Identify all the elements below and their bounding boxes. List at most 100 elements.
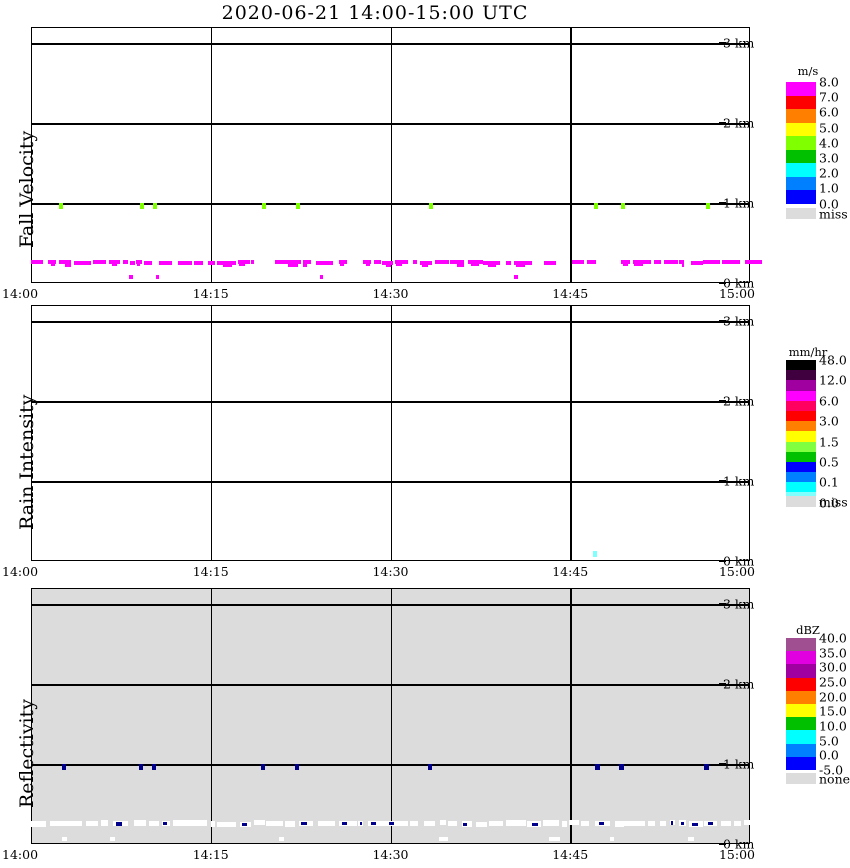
data-mark-fall-velocity-upper — [295, 202, 301, 209]
data-mark-reflectivity-band — [475, 821, 487, 827]
colorbar-tick-label: -5.0 — [819, 762, 844, 778]
x-tick-label: 14:15 — [192, 847, 229, 862]
x-tick-label: 15:00 — [718, 286, 755, 301]
gridline-vertical — [210, 588, 213, 844]
colorbar-band — [786, 95, 816, 109]
colorbar-missing-swatch — [786, 208, 816, 219]
colorbar-band — [786, 703, 816, 718]
x-tick-label: 14:30 — [372, 564, 409, 579]
colorbar-units-rain-intensity: mm/hr — [788, 345, 828, 359]
data-mark-fall-velocity — [467, 259, 484, 264]
colorbar-band — [786, 451, 816, 462]
data-mark-reflectivity-blue — [301, 821, 307, 826]
data-mark-reflectivity-band — [265, 820, 284, 826]
data-mark-fall-velocity — [65, 264, 72, 267]
data-mark-reflectivity-band — [423, 821, 435, 827]
data-mark-fall-velocity — [222, 264, 232, 268]
axis-label-fall-velocity: Fall Velocity — [16, 130, 38, 248]
axis-label-reflectivity: Reflectivity — [16, 699, 38, 808]
data-mark-reflectivity-band — [439, 820, 447, 826]
colorbar-tick-label: 1.5 — [819, 434, 839, 450]
data-mark-fall-velocity-upper — [58, 202, 63, 209]
data-mark-fall-velocity — [178, 260, 192, 265]
data-mark-reflectivity-blue — [532, 822, 538, 826]
data-mark-reflectivity-blue — [341, 822, 348, 826]
data-mark-reflectivity-upper — [261, 763, 266, 770]
data-mark-fall-velocity-upper — [153, 202, 158, 209]
colorbar-band — [786, 410, 816, 422]
colorbar-tick-label: 0.5 — [819, 454, 839, 470]
data-mark-fall-velocity — [275, 260, 282, 265]
colorbar-band — [786, 638, 816, 652]
colorbar-tick-label: 6.0 — [819, 393, 839, 409]
y-tick-mark — [719, 683, 726, 685]
y-tick-mark — [719, 122, 726, 124]
y-tick-mark — [719, 282, 726, 284]
colorbar-tick-label: 30.0 — [819, 659, 847, 675]
panel-fall-velocity — [31, 27, 763, 283]
colorbar-units-reflectivity: dBZ — [796, 623, 820, 637]
y-tick-mark — [719, 320, 726, 322]
x-tick-label: 14:00 — [2, 847, 39, 862]
data-mark-fall-velocity — [395, 259, 409, 264]
data-mark-reflectivity-upper — [138, 763, 144, 770]
gridline-horizontal — [31, 604, 750, 606]
y-tick-label: 3 km — [723, 313, 755, 329]
data-mark-reflectivity-blue — [370, 821, 377, 826]
data-mark-reflectivity-upper — [62, 763, 67, 770]
x-tick-label: 15:00 — [718, 564, 755, 579]
colorbar-band — [786, 176, 816, 190]
data-mark-fall-velocity — [31, 260, 43, 265]
data-mark-reflectivity-band — [743, 820, 752, 826]
data-mark-fall-velocity — [690, 260, 703, 265]
data-mark-reflectivity-band — [188, 820, 208, 826]
y-tick-mark — [719, 763, 726, 765]
colorbar-tick-label: 0.0 — [819, 747, 839, 763]
data-mark-fall-velocity — [544, 260, 557, 265]
colorbar-band — [786, 461, 816, 473]
data-mark-fall-velocity — [633, 260, 652, 265]
colorbar-band — [786, 370, 816, 381]
data-mark-reflectivity-band — [488, 820, 503, 827]
colorbar-tick-label: 6.0 — [819, 104, 839, 120]
gridline-horizontal — [31, 684, 750, 686]
data-mark-fall-velocity — [288, 264, 298, 267]
data-mark-fall-velocity — [302, 260, 312, 265]
gridline-vertical — [570, 305, 572, 561]
data-mark-reflectivity-band — [733, 820, 742, 827]
gridline-horizontal — [31, 321, 750, 323]
data-mark-fall-velocity — [386, 264, 392, 268]
gridline-horizontal — [31, 481, 750, 483]
data-mark-reflectivity-band — [31, 821, 47, 827]
gridline-horizontal — [31, 764, 750, 766]
colorbar-missing-label: none — [819, 771, 850, 787]
data-mark-fall-velocity — [239, 263, 246, 267]
data-mark-reflectivity-blue — [599, 822, 605, 826]
colorbar-tick-label: 40.0 — [819, 630, 847, 646]
colorbar-missing-label: miss — [819, 494, 848, 510]
data-mark-fall-velocity — [362, 260, 371, 265]
data-mark-reflectivity-upper — [294, 763, 299, 770]
panel-reflectivity — [31, 588, 752, 844]
data-mark-fall-velocity — [653, 260, 662, 265]
colorbar-band — [786, 122, 816, 136]
data-mark-rain-intensity — [593, 551, 597, 557]
data-mark-reflectivity-blue — [163, 821, 168, 826]
x-tick-label: 14:30 — [372, 286, 409, 301]
colorbar-tick-label: 0.0 — [819, 196, 839, 211]
data-mark-reflectivity-band — [149, 821, 160, 827]
data-mark-reflectivity-band — [317, 820, 335, 826]
colorbar-band — [786, 163, 816, 177]
y-tick-mark — [719, 480, 726, 482]
colorbar-tick-label: 5.0 — [819, 120, 839, 136]
data-mark-reflectivity-blue — [692, 822, 698, 826]
axis-label-rain-intensity: Rain Intensity — [16, 394, 38, 530]
data-mark-fall-velocity — [136, 260, 142, 265]
gridline-vertical — [390, 588, 392, 844]
data-mark-fall-velocity — [250, 259, 254, 264]
colorbar-units-fall-velocity: m/s — [797, 64, 819, 78]
data-mark-fall-velocity — [395, 263, 403, 267]
gridline-vertical — [570, 588, 572, 844]
data-mark-fall-velocity-low — [319, 275, 324, 280]
data-mark-fall-velocity — [316, 260, 333, 265]
